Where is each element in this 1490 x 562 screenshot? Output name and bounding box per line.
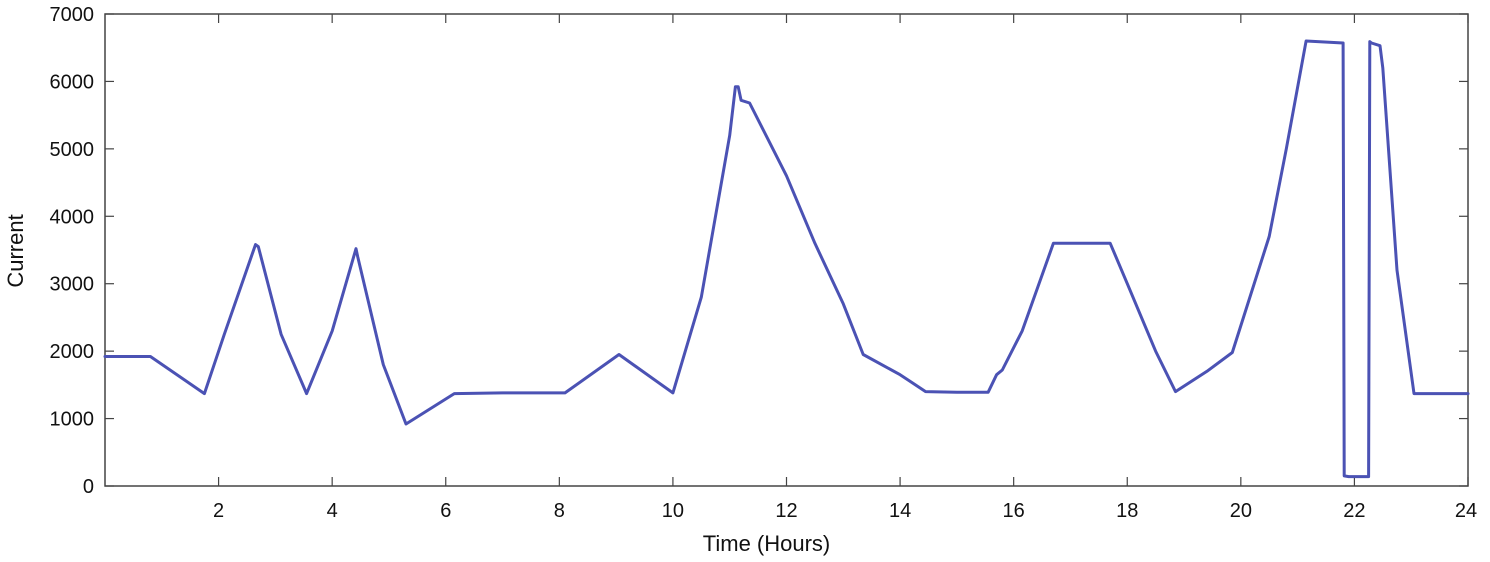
y-tick-label: 7000 — [50, 4, 95, 26]
x-tick-label: 6 — [440, 500, 451, 522]
y-tick-label: 6000 — [50, 71, 95, 93]
x-tick-label: 14 — [889, 500, 911, 522]
x-tick-label: 4 — [327, 500, 338, 522]
x-tick-label: 12 — [775, 500, 797, 522]
y-tick-label: 1000 — [50, 409, 95, 431]
x-tick-label: 18 — [1116, 500, 1138, 522]
x-tick-label: 10 — [662, 500, 684, 522]
y-tick-label: 5000 — [50, 139, 95, 161]
y-axis-title: Current — [3, 214, 28, 287]
x-tick-label: 24 — [1455, 500, 1477, 522]
y-tick-label: 3000 — [50, 274, 95, 296]
y-tick-label: 4000 — [50, 206, 95, 228]
y-axis: 0 1000 2000 3000 4000 5000 6000 7000 — [50, 4, 1468, 498]
y-tick-label: 2000 — [50, 341, 95, 363]
x-tick-label: 16 — [1003, 500, 1025, 522]
x-tick-label: 2 — [213, 500, 224, 522]
y-tick-label: 0 — [83, 476, 94, 498]
x-tick-label: 20 — [1230, 500, 1252, 522]
x-axis-title: Time (Hours) — [703, 531, 831, 556]
x-axis: 2 4 6 8 10 12 14 16 18 20 22 24 — [213, 14, 1477, 522]
x-tick-label: 8 — [554, 500, 565, 522]
current-series-line — [103, 39, 1470, 479]
x-tick-label: 22 — [1343, 500, 1365, 522]
